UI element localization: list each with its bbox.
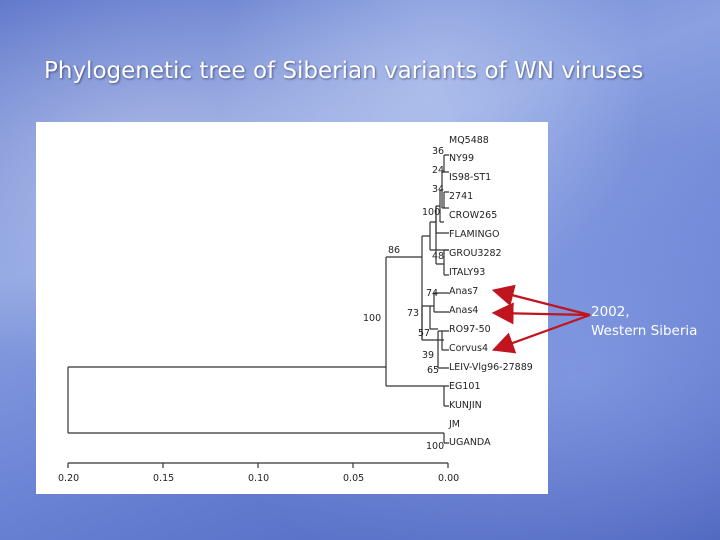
bootstrap-value: 100 bbox=[422, 207, 440, 218]
taxon-label: JM bbox=[448, 419, 460, 430]
taxon-label: 2741 bbox=[449, 191, 473, 202]
taxon-label: RO97-50 bbox=[449, 324, 491, 335]
bootstrap-values: 36 24 34 100 86 48 74 73 100 57 39 65 10… bbox=[363, 146, 444, 452]
slide-title: Phylogenetic tree of Siberian variants o… bbox=[44, 58, 644, 84]
taxon-label: IS98-ST1 bbox=[449, 172, 491, 183]
bootstrap-value: 48 bbox=[432, 251, 444, 262]
tree-branches bbox=[67, 154, 449, 468]
taxon-label: NY99 bbox=[449, 153, 474, 164]
taxon-label: MQ5488 bbox=[449, 135, 489, 146]
bootstrap-value: 39 bbox=[422, 350, 434, 361]
scale-axis: 0.20 0.15 0.10 0.05 0.00 bbox=[58, 473, 459, 484]
taxon-label: UGANDA bbox=[449, 437, 491, 448]
note-line: Western Siberia bbox=[591, 323, 698, 339]
axis-tick-label: 0.20 bbox=[58, 473, 79, 484]
axis-tick-label: 0.00 bbox=[438, 473, 459, 484]
taxon-label: KUNJIN bbox=[449, 400, 482, 411]
taxon-label: FLAMINGO bbox=[449, 229, 499, 240]
taxa-labels: MQ5488 NY99 IS98-ST1 2741 CROW265 FLAMIN… bbox=[448, 135, 533, 448]
bootstrap-value: 100 bbox=[363, 313, 381, 324]
taxon-label: Anas7 bbox=[449, 286, 478, 297]
annotation-note: 2002, Western Siberia bbox=[591, 303, 697, 341]
note-line: 2002, bbox=[591, 304, 630, 320]
axis-tick-label: 0.10 bbox=[248, 473, 269, 484]
bootstrap-value: 73 bbox=[407, 308, 419, 319]
taxon-label: GROU3282 bbox=[449, 248, 502, 259]
taxon-label: ITALY93 bbox=[449, 267, 485, 278]
taxon-label: LEIV-Vlg96-27889 bbox=[449, 362, 533, 373]
taxon-label: EG101 bbox=[449, 381, 481, 392]
bootstrap-value: 24 bbox=[432, 165, 444, 176]
axis-tick-label: 0.15 bbox=[153, 473, 174, 484]
bootstrap-value: 34 bbox=[432, 184, 444, 195]
taxon-label: Corvus4 bbox=[449, 343, 488, 354]
bootstrap-value: 36 bbox=[432, 146, 444, 157]
taxon-label: Anas4 bbox=[449, 305, 478, 316]
taxon-label: CROW265 bbox=[449, 210, 497, 221]
bootstrap-value: 86 bbox=[388, 245, 400, 256]
bootstrap-value: 65 bbox=[427, 365, 439, 376]
bootstrap-value: 74 bbox=[426, 288, 438, 299]
phylogenetic-tree: MQ5488 NY99 IS98-ST1 2741 CROW265 FLAMIN… bbox=[58, 135, 533, 484]
tree-panel: MQ5488 NY99 IS98-ST1 2741 CROW265 FLAMIN… bbox=[36, 122, 548, 494]
bootstrap-value: 57 bbox=[418, 328, 430, 339]
axis-tick-label: 0.05 bbox=[343, 473, 364, 484]
bootstrap-value: 100 bbox=[426, 441, 444, 452]
